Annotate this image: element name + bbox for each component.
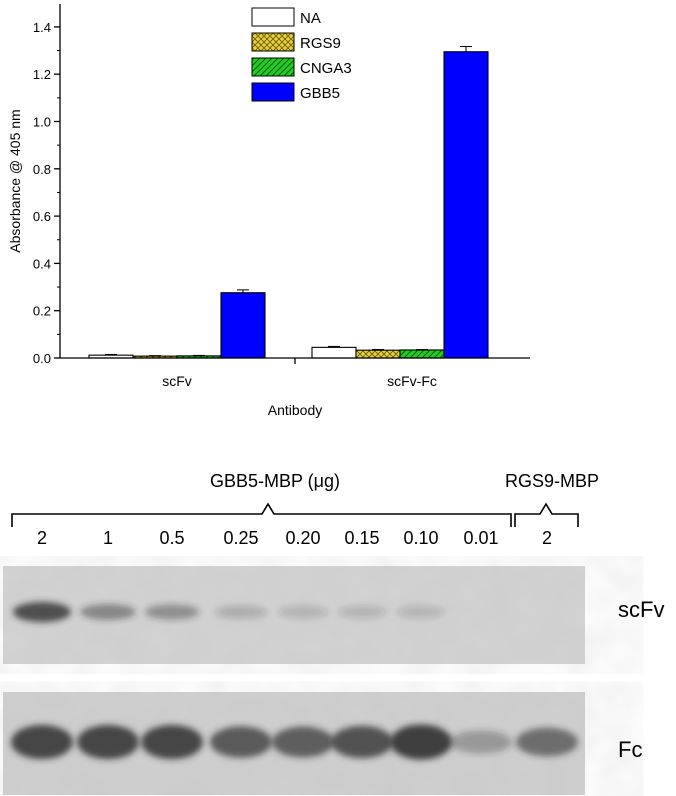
blot-band bbox=[450, 730, 512, 754]
blot-band bbox=[141, 724, 203, 760]
x-tick-label-scfv-fc: scFv-Fc bbox=[387, 373, 437, 389]
group1-bracket bbox=[11, 502, 512, 527]
blot-band bbox=[516, 727, 578, 757]
x-axis-label: Antibody bbox=[268, 402, 322, 418]
blot-band bbox=[80, 604, 136, 620]
y-tick-label: 1.2 bbox=[33, 67, 51, 82]
legend-swatch-gbb5 bbox=[251, 82, 295, 102]
lane-label: 0.25 bbox=[223, 528, 258, 548]
bar-cnga3-scfv-fc bbox=[399, 349, 445, 359]
y-tick-label: 1.0 bbox=[33, 115, 51, 130]
legend-label-gbb5: GBB5 bbox=[300, 85, 340, 102]
blot-band bbox=[210, 726, 272, 758]
y-tick-label: 0.0 bbox=[33, 351, 51, 366]
blot-band bbox=[77, 724, 139, 760]
y-axis-label: Absorbance @ 405 nm bbox=[7, 109, 23, 252]
bar-chart: 0.0 0.2 0.4 0.6 0.8 1.0 1.2 1.4 scFv scFv-Fc An… bbox=[7, 4, 530, 418]
lane-label: 2 bbox=[37, 528, 47, 548]
blot-row-label-fc: Fc bbox=[618, 737, 642, 762]
legend-label-rgs9: RGS9 bbox=[300, 35, 341, 52]
legend: NA RGS9 CNGA3 GBB5 bbox=[251, 7, 352, 102]
blot-group2-label: RGS9-MBP bbox=[505, 471, 599, 491]
blot-band bbox=[278, 605, 328, 619]
y-tick-label: 1.4 bbox=[33, 20, 51, 35]
lane-label: 0.10 bbox=[403, 528, 438, 548]
bar-rgs9-scfv-fc bbox=[355, 349, 401, 359]
y-tick-label: 0.8 bbox=[33, 162, 51, 177]
legend-label-na: NA bbox=[300, 10, 321, 27]
y-tick-label: 0.4 bbox=[33, 256, 51, 271]
blot-band bbox=[215, 605, 267, 619]
blot-row-label-scfv: scFv bbox=[618, 597, 664, 622]
blot-band bbox=[398, 605, 444, 619]
lane-label: 1 bbox=[103, 528, 113, 548]
legend-swatch-na bbox=[251, 7, 295, 27]
blot-group1-label: GBB5-MBP (μg) bbox=[210, 471, 340, 491]
blot-band bbox=[390, 724, 452, 760]
blot-band bbox=[145, 604, 199, 620]
lane-label: 2 bbox=[542, 528, 552, 548]
legend-swatch-rgs9 bbox=[251, 32, 295, 52]
lane-label: 0.20 bbox=[285, 528, 320, 548]
group2-bracket bbox=[514, 502, 579, 527]
blot-band bbox=[11, 724, 73, 760]
x-tick-label-scfv: scFv bbox=[162, 373, 192, 389]
y-tick-label: 0.2 bbox=[33, 304, 51, 319]
scfv-bands bbox=[13, 601, 444, 623]
legend-label-cnga3: CNGA3 bbox=[300, 60, 352, 77]
western-blot: GBB5-MBP (μg) RGS9-MBP 2 1 0.5 0.25 0.20 0.15… bbox=[3, 471, 664, 795]
blot-band bbox=[331, 725, 393, 759]
lane-label: 0.5 bbox=[159, 528, 184, 548]
lane-label: 0.15 bbox=[344, 528, 379, 548]
y-axis-ticks: 0.0 0.2 0.4 0.6 0.8 1.0 1.2 1.4 bbox=[33, 20, 60, 366]
bar-gbb5-scfv bbox=[220, 292, 266, 359]
bar-gbb5-scfv-fc bbox=[443, 51, 489, 359]
fc-bands bbox=[11, 724, 578, 760]
legend-swatch-cnga3 bbox=[251, 57, 295, 77]
blot-band bbox=[13, 601, 71, 623]
bars bbox=[88, 46, 489, 359]
blot-band bbox=[338, 605, 386, 619]
bar-na-scfv-fc bbox=[311, 346, 357, 359]
y-tick-label: 0.6 bbox=[33, 209, 51, 224]
blot-band bbox=[272, 726, 334, 758]
lane-label: 0.01 bbox=[463, 528, 498, 548]
lane-labels: 2 1 0.5 0.25 0.20 0.15 0.10 0.01 2 bbox=[37, 528, 552, 548]
